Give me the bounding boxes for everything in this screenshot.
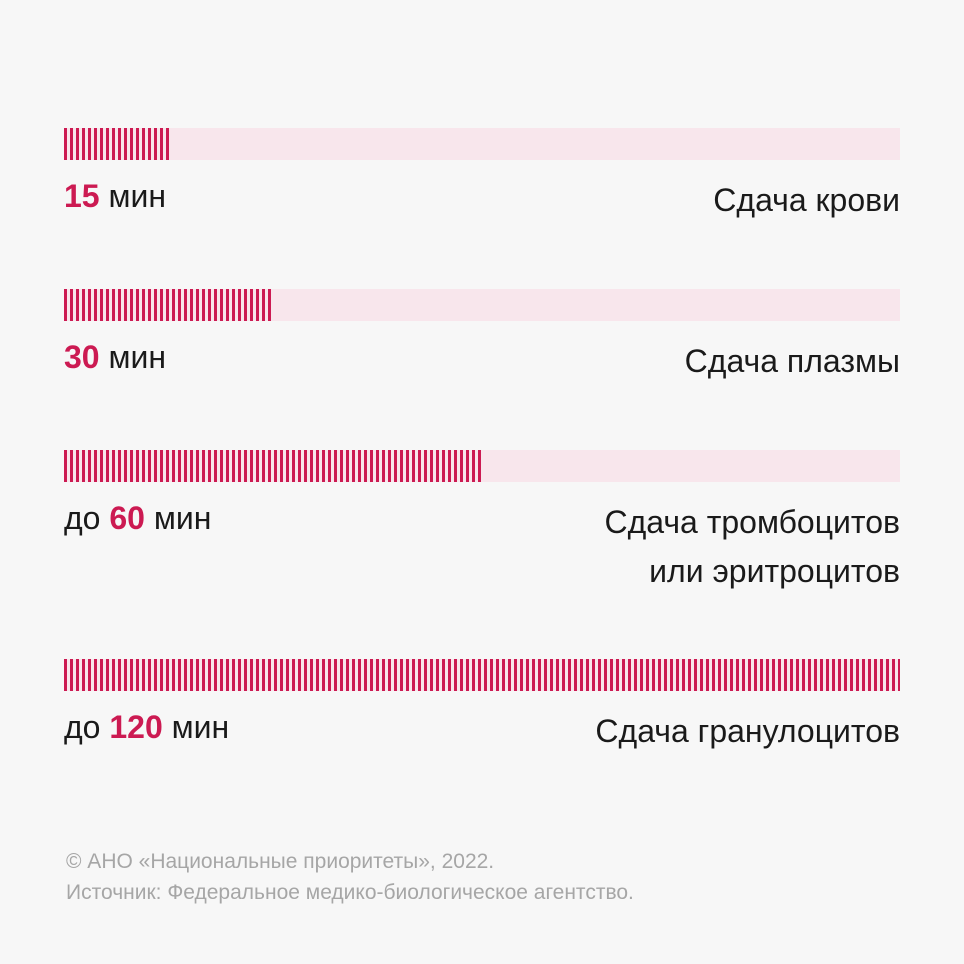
source-text: Источник: Федеральное медико-биологическ… <box>66 881 634 904</box>
bar-fill <box>64 128 169 160</box>
footer: © АНО «Национальные приоритеты», 2022. И… <box>66 846 634 908</box>
value-unit: мин <box>144 500 212 536</box>
bar-fill <box>64 289 273 321</box>
category-line: или эритроцитов <box>649 553 900 589</box>
bar-value-label: до 60 мин <box>64 498 211 538</box>
bar-value-label: до 120 мин <box>64 707 229 747</box>
value-prefix: до <box>64 500 110 536</box>
value-unit: мин <box>162 709 230 745</box>
bar-category-label: Сдача тромбоцитов или эритроцитов <box>604 498 900 596</box>
bar-track <box>64 128 900 160</box>
bar-track <box>64 450 900 482</box>
value-unit: мин <box>99 178 167 214</box>
category-line: Сдача плазмы <box>684 343 900 379</box>
value-number: 60 <box>109 500 145 536</box>
value-number: 120 <box>109 709 163 745</box>
value-number: 15 <box>64 178 100 214</box>
value-unit: мин <box>99 339 167 375</box>
bar-fill <box>64 450 482 482</box>
bar-value-label: 30 мин <box>64 337 166 377</box>
bar-category-label: Сдача крови <box>713 176 900 225</box>
bar-category-label: Сдача плазмы <box>685 337 900 386</box>
category-line: Сдача крови <box>713 182 900 218</box>
category-line: Сдача тромбоцитов <box>604 504 900 540</box>
copyright-text: © АНО «Национальные приоритеты», 2022. <box>66 850 495 873</box>
category-line: Сдача гранулоцитов <box>595 713 900 749</box>
value-prefix: до <box>64 709 110 745</box>
value-number: 30 <box>64 339 100 375</box>
bar-track <box>64 289 900 321</box>
bar-value-label: 15 мин <box>64 176 166 216</box>
bar-fill <box>64 659 900 691</box>
bar-track <box>64 659 900 691</box>
bar-category-label: Сдача гранулоцитов <box>595 707 900 756</box>
